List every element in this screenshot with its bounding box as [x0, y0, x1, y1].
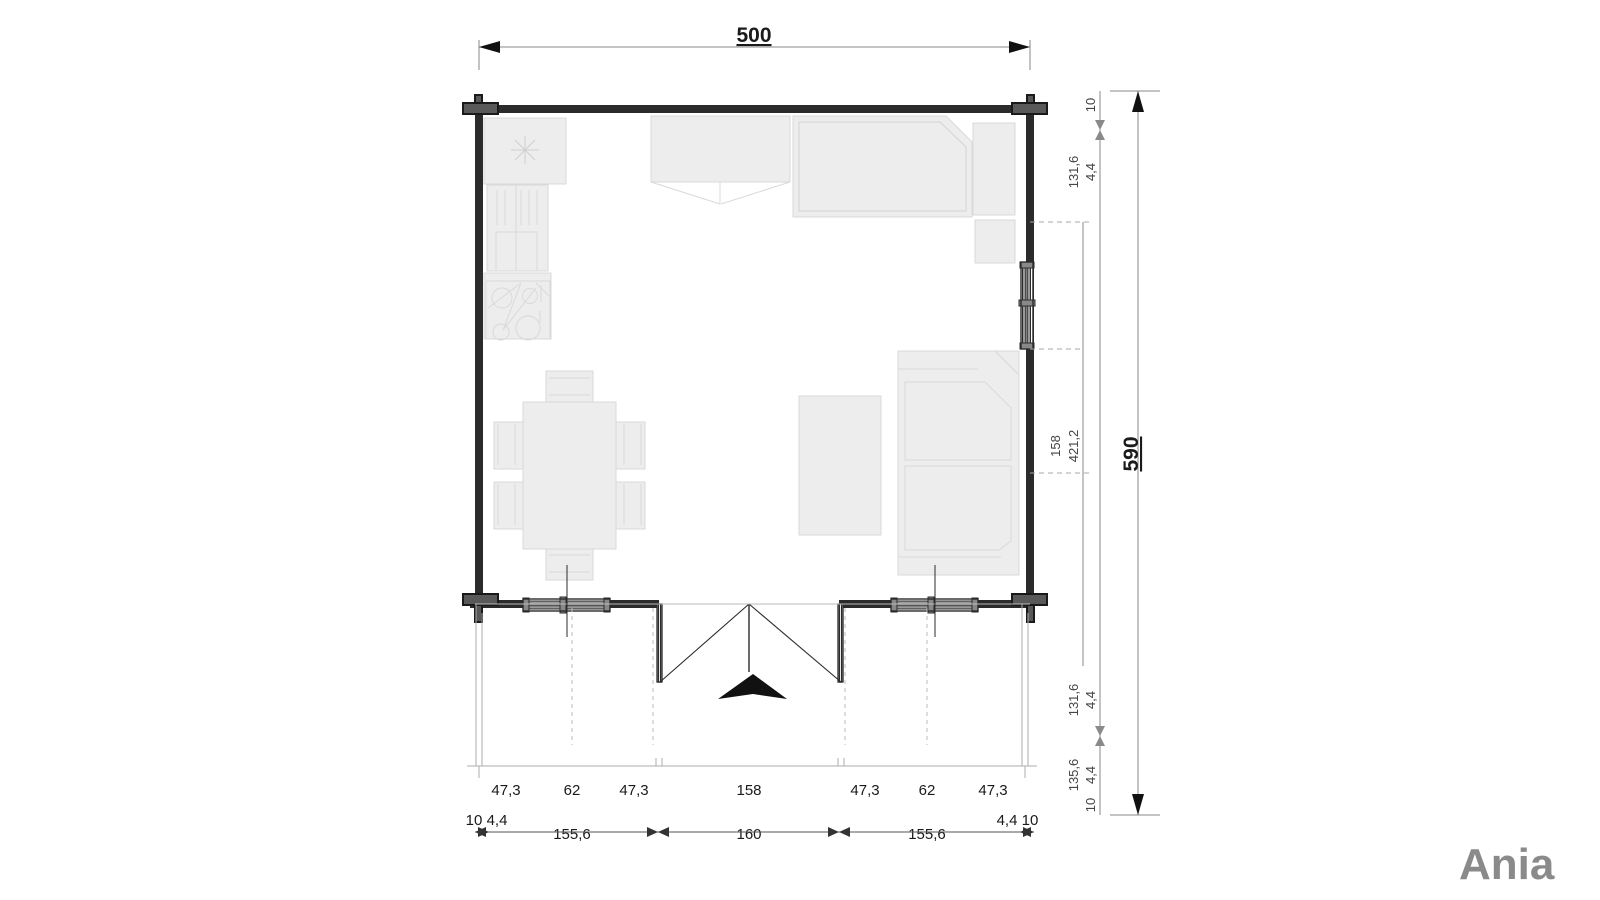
svg-text:158: 158 [1048, 435, 1063, 457]
svg-text:155,6: 155,6 [908, 826, 946, 843]
svg-text:47,3: 47,3 [850, 782, 879, 799]
svg-text:47,3: 47,3 [978, 782, 1007, 799]
svg-text:4,4: 4,4 [997, 812, 1018, 829]
svg-text:155,6: 155,6 [553, 826, 591, 843]
svg-text:158: 158 [736, 782, 761, 799]
svg-text:47,3: 47,3 [619, 782, 648, 799]
svg-text:590: 590 [1120, 436, 1143, 471]
svg-text:135,6: 135,6 [1066, 759, 1081, 792]
svg-text:62: 62 [564, 782, 581, 799]
svg-text:4,4: 4,4 [487, 812, 508, 829]
svg-text:131,6: 131,6 [1066, 684, 1081, 717]
svg-text:10: 10 [1022, 812, 1039, 829]
svg-text:10: 10 [466, 812, 483, 829]
svg-text:4,4: 4,4 [1083, 691, 1098, 709]
svg-text:10: 10 [1083, 98, 1098, 112]
svg-text:4,4: 4,4 [1083, 163, 1098, 181]
svg-text:160: 160 [736, 826, 761, 843]
svg-text:Ania: Ania [1459, 840, 1555, 889]
svg-text:500: 500 [736, 24, 771, 47]
svg-text:10: 10 [1083, 798, 1098, 812]
svg-text:62: 62 [919, 782, 936, 799]
svg-text:47,3: 47,3 [491, 782, 520, 799]
svg-text:131,6: 131,6 [1066, 156, 1081, 189]
svg-text:421,2: 421,2 [1066, 430, 1081, 463]
svg-text:4,4: 4,4 [1083, 766, 1098, 784]
